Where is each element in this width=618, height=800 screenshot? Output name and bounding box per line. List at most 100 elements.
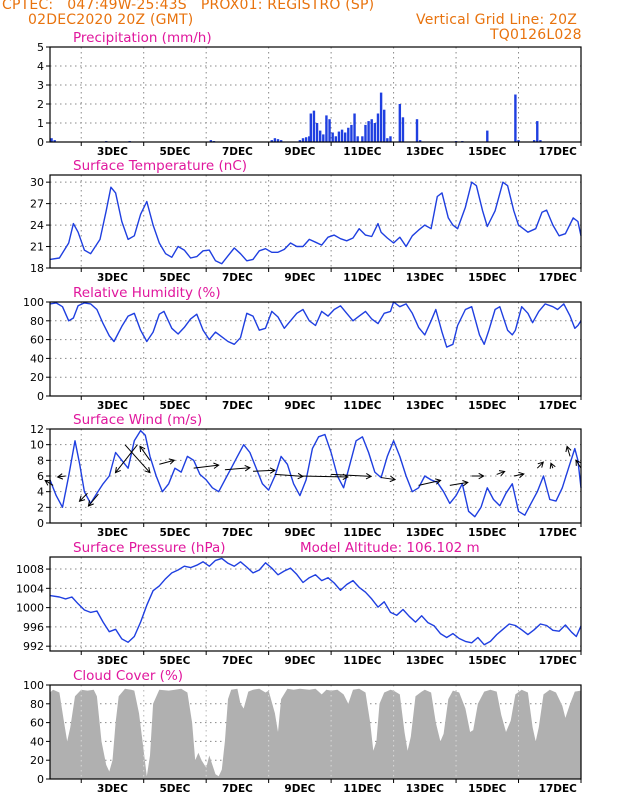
- temp-xtick-label: 9DEC: [284, 272, 315, 284]
- precip-bar: [386, 138, 389, 142]
- rh-xtick-label: 11DEC: [343, 400, 382, 412]
- rh-frame: [49, 301, 582, 397]
- temp-ytick-label: 24: [30, 219, 44, 232]
- precip-bar: [532, 140, 536, 142]
- temp-ytick-label: 18: [30, 262, 44, 275]
- temp-ytick-label: 21: [30, 241, 44, 254]
- precip-bar: [331, 132, 334, 142]
- wind-panel: Surface Wind (m/s) 0 2 4 6 8 10 12 3DEC 5DEC 7DEC 9…: [30, 412, 582, 539]
- precip-bar: [343, 132, 347, 142]
- header-grid-line-note: Vertical Grid Line: 20Z: [416, 12, 578, 28]
- wind-xtick-label: 13DEC: [406, 527, 445, 539]
- wind-xtick-label: 7DEC: [222, 527, 253, 539]
- precip-bar: [304, 137, 308, 142]
- wind-arrow: [114, 444, 138, 474]
- pressure-xtick-label: 11DEC: [343, 655, 382, 667]
- precip-xtick-label: 17DEC: [539, 146, 578, 158]
- precip-bar: [361, 136, 364, 142]
- rh-xtick-label: 13DEC: [406, 400, 445, 412]
- temp-xtick-label: 11DEC: [343, 272, 382, 284]
- precip-ytick-label: 0: [37, 136, 44, 149]
- cloud-title: Cloud Cover (%): [73, 668, 183, 684]
- cloud-ytick-label: 0: [37, 773, 44, 786]
- cloud-ytick-label: 20: [30, 754, 44, 767]
- pressure-xtick-label: 15DEC: [468, 655, 507, 667]
- precip-bar: [376, 113, 380, 142]
- precip-bar: [308, 136, 311, 142]
- temp-series-line: [49, 181, 582, 265]
- precip-bar: [356, 136, 359, 142]
- precip-xtick-label: 7DEC: [222, 146, 253, 158]
- wind-xtick-label: 11DEC: [343, 527, 382, 539]
- cloud-ytick-label: 40: [30, 735, 44, 748]
- rh-ytick-label: 100: [23, 296, 44, 309]
- cloud-cover-area: [50, 688, 581, 779]
- wind-xtick-label: 15DEC: [468, 527, 507, 539]
- precip-bar: [370, 119, 373, 142]
- cloud-xtick-label: 15DEC: [468, 783, 507, 795]
- pressure-ytick-label: 1000: [16, 602, 44, 615]
- wind-ytick-label: 8: [37, 454, 44, 467]
- wind-ytick-label: 6: [37, 470, 44, 483]
- wind-ytick-label: 2: [37, 501, 44, 514]
- wind-arrow: [124, 444, 151, 474]
- precip-bar: [536, 121, 539, 142]
- precip-ytick-label: 5: [37, 41, 44, 54]
- wind-arrow: [159, 458, 176, 465]
- rh-title: Relative Humidity (%): [73, 285, 221, 301]
- temp-panel: Surface Temperature (nC) 18 21 24 27 30 3DEC 5D…: [30, 158, 582, 284]
- wind-xtick-label: 17DEC: [539, 527, 578, 539]
- precip-xtick-label: 9DEC: [284, 146, 315, 158]
- pressure-title: Surface Pressure (hPa): [73, 540, 226, 556]
- precip-bar: [279, 140, 283, 142]
- wind-arrow: [471, 472, 485, 480]
- wind-arrow: [78, 492, 88, 502]
- wind-arrow: [253, 467, 277, 474]
- precip-bar: [50, 138, 53, 142]
- wind-ytick-label: 4: [37, 486, 44, 499]
- precip-bar: [415, 119, 419, 142]
- precip-bar: [379, 92, 383, 142]
- cloud-xtick-label: 5DEC: [159, 783, 190, 795]
- temp-xtick-label: 5DEC: [159, 272, 190, 284]
- wind-arrow: [193, 462, 220, 469]
- wind-title: Surface Wind (m/s): [73, 412, 202, 428]
- precip-bar: [401, 117, 405, 142]
- precip-bar: [373, 123, 377, 142]
- wind-arrow: [87, 493, 99, 507]
- temp-ytick-label: 27: [30, 198, 44, 211]
- wind-xtick-label: 9DEC: [284, 527, 315, 539]
- wind-ytick-label: 12: [30, 423, 44, 436]
- precip-bar: [486, 130, 489, 142]
- precip-bar: [334, 136, 338, 142]
- precip-bar: [298, 140, 302, 142]
- header-line-1: CPTEC: 047:49W-25:43S PROX01: REGISTRO (…: [2, 0, 375, 13]
- rh-ytick-label: 80: [30, 315, 44, 328]
- pressure-ytick-label: 992: [23, 640, 44, 653]
- precip-bar: [309, 113, 313, 142]
- cloud-panel: Cloud Cover (%) 0 20 40 60 80 100 3DEC 5DEC 7DEC 9…: [23, 668, 582, 795]
- rh-panel: Relative Humidity (%) 0 20 40 60 80 100 3DEC 5DE…: [23, 285, 582, 412]
- rh-xtick-label: 17DEC: [539, 400, 578, 412]
- precip-ytick-label: 2: [37, 98, 44, 111]
- precip-bar: [53, 140, 56, 142]
- precip-xtick-label: 5DEC: [159, 146, 190, 158]
- wind-arrow: [44, 479, 54, 486]
- precip-bar: [514, 94, 517, 142]
- precip-bar: [347, 127, 350, 142]
- temp-xtick-label: 13DEC: [406, 272, 445, 284]
- wind-arrow: [513, 471, 525, 479]
- precip-bar: [340, 129, 344, 142]
- cloud-xtick-label: 11DEC: [343, 783, 382, 795]
- precip-bar: [337, 131, 341, 142]
- precip-ytick-label: 1: [37, 117, 44, 130]
- cloud-ytick-label: 80: [30, 698, 44, 711]
- wind-arrow: [224, 464, 251, 472]
- precip-bar: [398, 104, 402, 142]
- precip-ytick-label: 3: [37, 79, 44, 92]
- pressure-xtick-label: 7DEC: [222, 655, 253, 667]
- temp-xtick-label: 15DEC: [468, 272, 507, 284]
- wind-ytick-label: 10: [30, 439, 44, 452]
- precip-bar: [517, 140, 520, 142]
- pressure-xtick-label: 9DEC: [284, 655, 315, 667]
